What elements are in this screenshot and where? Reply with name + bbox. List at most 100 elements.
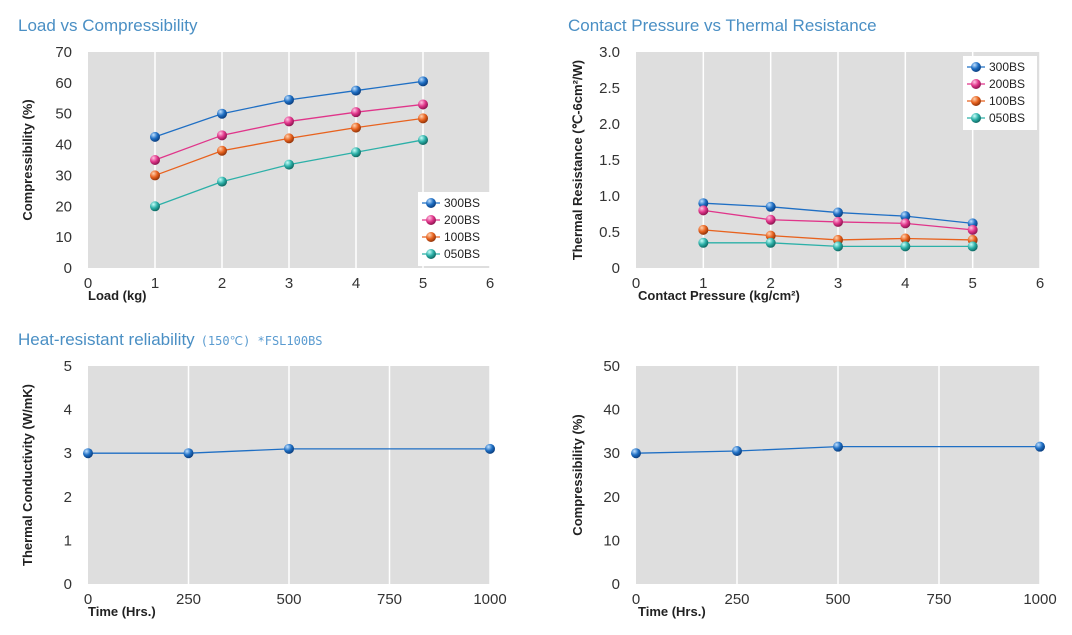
data-point [351, 107, 361, 118]
chart3-title: Heat-resistant reliability [18, 330, 195, 349]
chart-3: 0 1 2 3 4 5 0 250 500 750 1000 Thermal Conductivity… [20, 358, 507, 619]
data-point [765, 230, 776, 241]
x-tick-label: 0 [84, 275, 92, 292]
x-tick-label: 1 [151, 275, 159, 292]
x-axis-label: Load (kg) [88, 288, 147, 303]
data-point [967, 224, 978, 235]
legend-label: 100BS [989, 94, 1025, 108]
y-tick-label: 30 [603, 445, 620, 462]
data-point [183, 448, 194, 459]
data-point [418, 99, 428, 110]
y-axis-label: Thermal Conductivity (W/mK) [20, 384, 35, 566]
chart2-title: Contact Pressure vs Thermal Resistance [568, 16, 877, 35]
y-tick-label: 10 [603, 532, 620, 549]
x-axis-label: Contact Pressure (kg/cm²) [638, 288, 800, 303]
data-point [833, 441, 843, 452]
data-point [150, 155, 160, 165]
data-point [418, 76, 428, 87]
legend-marker [971, 79, 981, 89]
data-point [217, 176, 227, 187]
x-tick-label: 5 [968, 275, 976, 292]
data-point [351, 147, 361, 158]
x-tick-label: 750 [926, 591, 951, 608]
data-point [284, 159, 294, 170]
data-point [698, 237, 709, 248]
x-axis-label: Time (Hrs.) [88, 604, 156, 619]
legend-label: 300BS [444, 196, 480, 210]
data-point [765, 214, 776, 225]
x-tick-label: 1 [699, 275, 707, 292]
y-tick-label: 40 [55, 137, 72, 154]
legend-marker [426, 249, 436, 259]
chart3-subtitle: (150℃) *FSL100BS [200, 334, 323, 348]
data-point [900, 218, 911, 229]
x-tick-label: 750 [377, 591, 402, 608]
x-tick-label: 1000 [1023, 591, 1056, 608]
y-tick-label: 0 [64, 260, 72, 277]
data-point [631, 448, 641, 459]
data-point [284, 133, 294, 144]
data-point [351, 85, 361, 96]
data-point [150, 131, 160, 142]
x-tick-label: 4 [352, 275, 360, 292]
legend-label: 050BS [444, 247, 480, 261]
data-point [900, 211, 911, 222]
series-line [88, 448, 490, 454]
y-tick-label: 2.5 [599, 80, 620, 97]
data-point [284, 94, 294, 105]
y-tick-label: 1 [64, 532, 72, 549]
y-tick-label: 3 [64, 445, 72, 462]
x-tick-label: 0 [632, 591, 640, 608]
y-tick-label: 0 [612, 576, 620, 593]
legend-label: 200BS [444, 213, 480, 227]
x-tick-label: 6 [486, 275, 494, 292]
y-tick-label: 60 [55, 75, 72, 92]
chart3-title-row: Heat-resistant reliability (150℃) *FSL100… [18, 330, 323, 350]
y-axis-label: Compressibility (%) [570, 414, 585, 535]
data-point [150, 170, 160, 181]
x-tick-label: 5 [419, 275, 427, 292]
data-point [284, 116, 294, 127]
x-tick-label: 250 [176, 591, 201, 608]
y-tick-label: 50 [603, 358, 620, 375]
x-tick-label: 500 [825, 591, 850, 608]
chart-2: 0 0.5 1.0 1.5 2.0 2.5 3.0 0 1 2 3 4 5 6 Thermal Resist… [570, 44, 1044, 303]
y-axis-label: Compressibility (%) [20, 99, 35, 220]
y-tick-label: 50 [55, 106, 72, 123]
data-point [284, 443, 294, 454]
legend-marker [426, 215, 436, 225]
data-point [418, 134, 428, 145]
data-point [217, 108, 227, 119]
legend-marker [971, 96, 981, 106]
data-point [1035, 441, 1045, 452]
data-point [83, 448, 93, 459]
x-tick-label: 2 [766, 275, 774, 292]
data-point [967, 241, 978, 252]
y-tick-label: 20 [603, 489, 620, 506]
y-tick-label: 40 [603, 402, 620, 419]
y-tick-label: 20 [55, 198, 72, 215]
legend-label: 200BS [989, 77, 1025, 91]
y-tick-label: 2 [64, 489, 72, 506]
legend-marker [971, 62, 981, 72]
chart1-title: Load vs Compressibility [18, 16, 198, 35]
legend-marker [971, 113, 981, 123]
legend-marker [426, 198, 436, 208]
x-tick-label: 1000 [473, 591, 506, 608]
x-tick-label: 4 [901, 275, 909, 292]
legend-label: 100BS [444, 230, 480, 244]
x-tick-label: 0 [632, 275, 640, 292]
data-point [698, 198, 709, 209]
data-point [698, 205, 709, 216]
data-point [765, 237, 776, 248]
data-point [485, 443, 495, 454]
data-point [217, 145, 227, 156]
y-tick-label: 0 [612, 260, 620, 277]
y-axis-label: Thermal Resistance (℃-6cm²/W) [570, 60, 585, 260]
x-tick-label: 2 [218, 275, 226, 292]
y-tick-label: 70 [55, 44, 72, 61]
y-tick-label: 10 [55, 229, 72, 246]
y-tick-label: 0 [64, 576, 72, 593]
